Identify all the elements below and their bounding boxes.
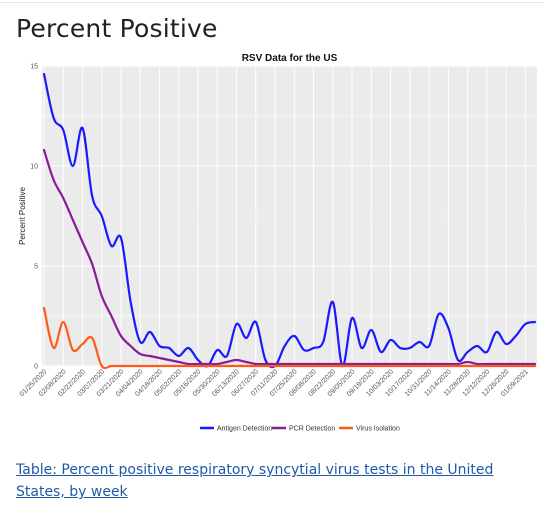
- legend-label-pcr-detection: PCR Detection: [289, 426, 335, 433]
- series-line-pcr-detection: [42, 148, 537, 366]
- y-tick-label: 5: [34, 264, 38, 271]
- gridlines: [42, 65, 537, 367]
- legend-label-antigen-detection: Antigen Detection: [217, 426, 272, 433]
- y-axis-ticks: 0 5 10 15: [30, 64, 38, 371]
- y-tick-label: 15: [30, 64, 38, 71]
- series-line-virus-isolation: [42, 306, 537, 370]
- legend: Antigen Detection PCR Detection Virus Isol…: [200, 426, 400, 433]
- top-divider: [0, 2, 543, 3]
- y-tick-label: 10: [30, 164, 38, 171]
- page-title: Percent Positive: [16, 14, 218, 43]
- y-axis-label: Percent Positive: [18, 187, 27, 245]
- rsv-line-chart: 0 5 10 15 01/25/202002/08/202002/22/202003/…: [18, 53, 537, 433]
- table-link[interactable]: Table: Percent positive respiratory sync…: [16, 462, 494, 500]
- series-lines: [42, 72, 537, 370]
- chart-title: RSV Data for the US: [242, 53, 338, 64]
- x-axis-ticks: 01/25/202002/08/202002/22/202003/07/2020…: [19, 368, 530, 398]
- y-tick-label: 0: [34, 364, 38, 371]
- legend-label-virus-isolation: Virus Isolation: [356, 426, 400, 433]
- series-line-antigen-detection: [42, 72, 537, 369]
